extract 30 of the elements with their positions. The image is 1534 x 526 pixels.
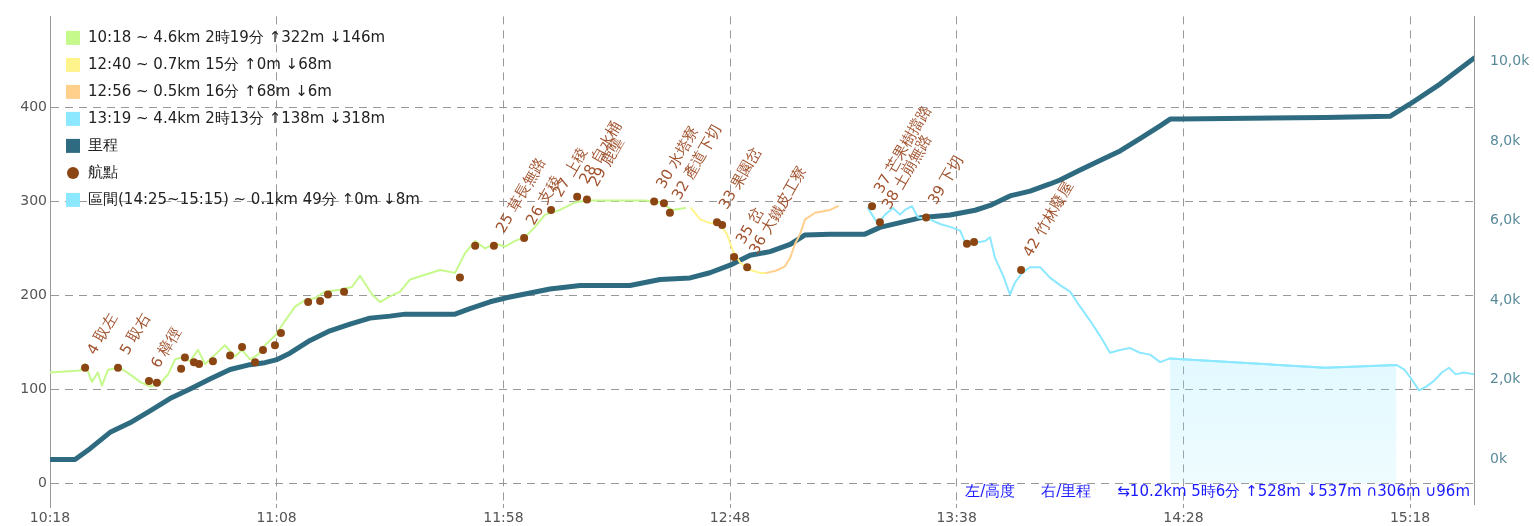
annotation: 左/高度	[965, 482, 1016, 500]
legend-label: 13:19 ~ 4.4km 2時13分 ↑138m ↓318m	[88, 108, 386, 127]
y-tick-label: 300	[20, 192, 47, 209]
y-tick-label: 400	[20, 98, 47, 115]
y2-tick-label: 0k	[1490, 450, 1508, 467]
annotation: 右/里程	[1041, 482, 1092, 500]
legend-label: 12:56 ~ 0.5km 16分 ↑68m ↓6m	[88, 81, 332, 100]
y2-tick-label: 8,0k	[1490, 131, 1522, 148]
y2-tick-label: 2,0k	[1490, 370, 1522, 387]
y-tick-label: 0	[38, 473, 47, 490]
y2-tick-label: 6,0k	[1490, 211, 1522, 228]
x-tick-label: 14:28	[1163, 509, 1204, 526]
x-tick-label: 15:18	[1389, 509, 1431, 526]
y-tick-label: 100	[20, 380, 47, 397]
legend-label: 12:40 ~ 0.7km 15分 ↑0m ↓68m	[88, 54, 332, 73]
annotation: 39 下切	[924, 151, 967, 208]
x-tick-label: 11:58	[483, 509, 524, 526]
y2-tick-label: 4,0k	[1490, 290, 1522, 307]
x-tick-label: 11:08	[256, 509, 297, 526]
x-tick-label: 12:48	[709, 509, 751, 526]
x-tick-label: 10:18	[29, 509, 71, 526]
annotation: ⇆10.2km 5時6分 ↑528m ↓537m ∩306m ∪96m	[1117, 482, 1470, 500]
annotation: 42 竹林廢屋	[1018, 178, 1077, 261]
legend-label: 里程	[88, 135, 118, 154]
legend-label: 10:18 ~ 4.6km 2時19分 ↑322m ↓146m	[88, 27, 386, 46]
y-tick-label: 200	[20, 286, 47, 303]
legend-label: 航點	[88, 162, 118, 181]
y2-tick-label: 10,0k	[1490, 52, 1531, 69]
x-tick-label: 13:38	[936, 509, 977, 526]
legend-label: 區間(14:25~15:15) ~ 0.1km 49分 ↑0m ↓8m	[88, 189, 420, 208]
